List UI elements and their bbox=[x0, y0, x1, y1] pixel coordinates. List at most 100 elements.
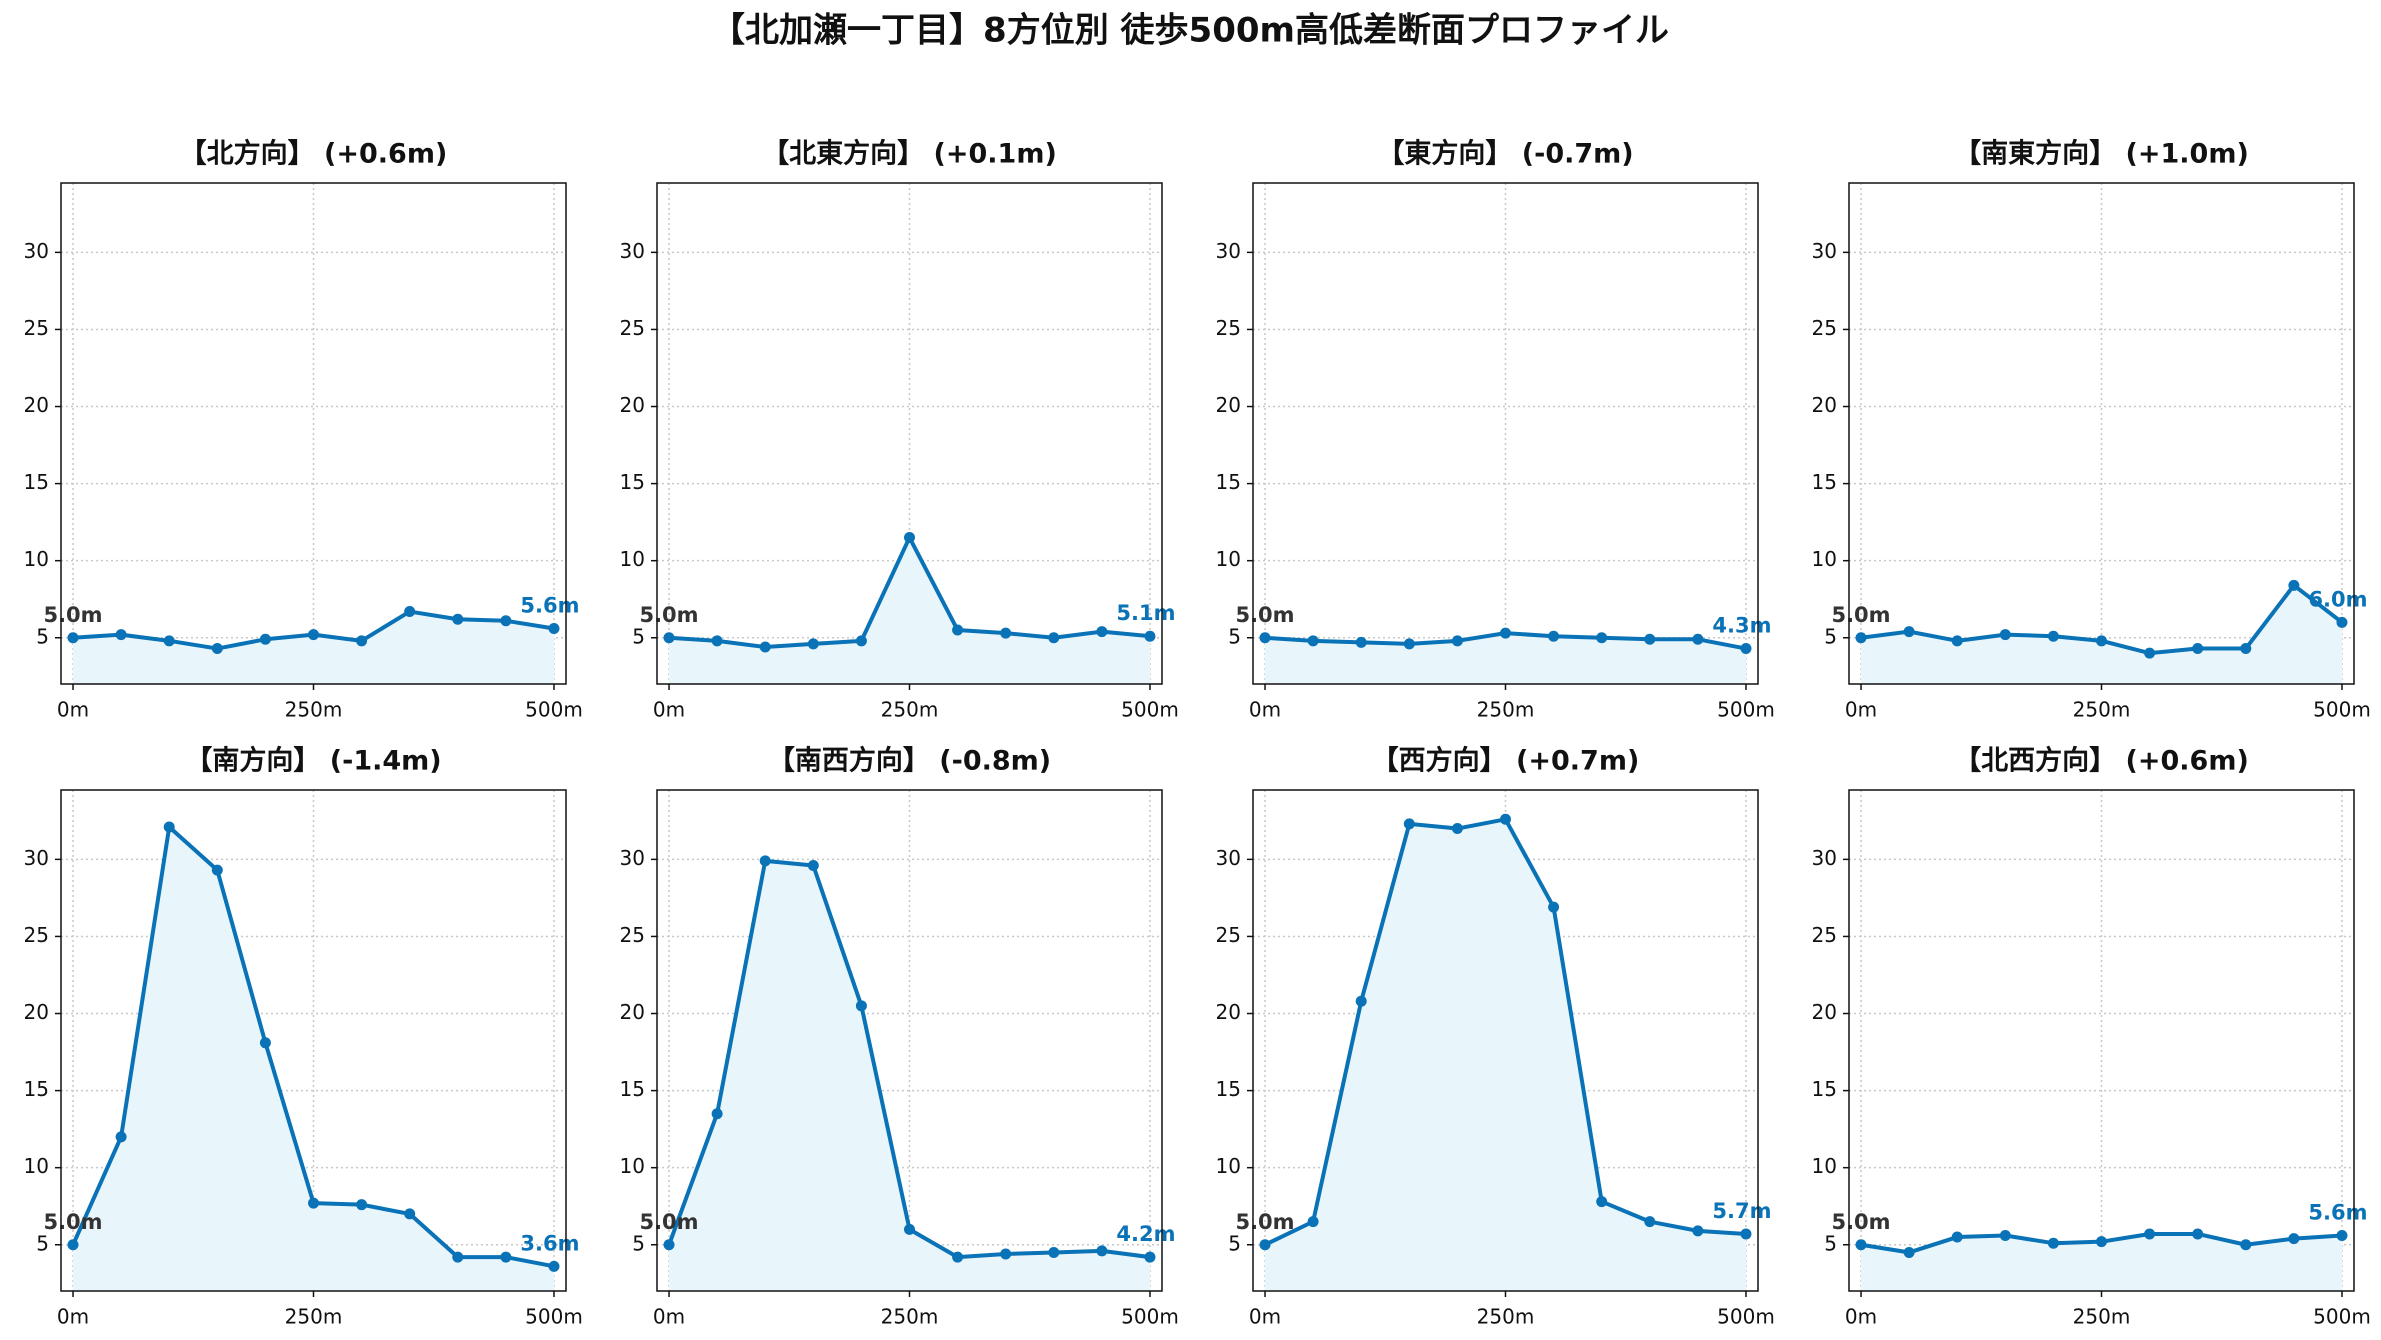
point bbox=[1307, 635, 1319, 647]
point bbox=[2240, 643, 2252, 655]
x-tick-label: 250m bbox=[881, 1305, 939, 1329]
value-label: 4.2m bbox=[1116, 1222, 1175, 1246]
y-tick-label: 5 bbox=[1824, 624, 1837, 648]
x-tick-label: 250m bbox=[1477, 1305, 1535, 1329]
point bbox=[115, 1131, 127, 1143]
x-tick-label: 0m bbox=[1845, 1305, 1877, 1329]
y-tick-label: 25 bbox=[1216, 923, 1241, 947]
point bbox=[163, 821, 175, 833]
y-tick-label: 10 bbox=[24, 1154, 49, 1178]
point bbox=[1644, 633, 1656, 645]
point bbox=[356, 635, 368, 647]
point bbox=[855, 1000, 867, 1012]
axes-frame bbox=[656, 182, 1163, 685]
point bbox=[2096, 1236, 2107, 1248]
y-tick-label: 30 bbox=[1216, 846, 1241, 870]
x-tick-label: 500m bbox=[2313, 698, 2371, 722]
x-tick-label: 500m bbox=[525, 1305, 583, 1329]
point bbox=[2047, 630, 2059, 642]
y-tick-label: 30 bbox=[620, 239, 645, 263]
point bbox=[548, 1260, 560, 1272]
y-tick-label: 15 bbox=[620, 470, 645, 494]
point bbox=[2240, 1239, 2252, 1251]
y-tick-label: 10 bbox=[1812, 547, 1837, 571]
x-tick-label: 500m bbox=[1717, 698, 1775, 722]
point bbox=[1903, 1246, 1915, 1258]
point bbox=[1403, 638, 1415, 650]
point bbox=[67, 1239, 79, 1251]
axes-frame bbox=[1848, 182, 2355, 685]
point bbox=[759, 855, 771, 867]
x-tick-label: 0m bbox=[57, 1305, 89, 1329]
y-tick-label: 20 bbox=[1812, 393, 1837, 417]
x-tick-label: 250m bbox=[881, 698, 939, 722]
subplot-title: 【東方向】 (-0.7m) bbox=[1377, 138, 1633, 170]
point bbox=[1500, 813, 1511, 825]
axes-frame bbox=[1252, 182, 1759, 685]
y-tick-label: 25 bbox=[24, 316, 49, 340]
y-tick-label: 15 bbox=[620, 1077, 645, 1101]
y-tick-label: 25 bbox=[1812, 316, 1837, 340]
point bbox=[1048, 632, 1060, 644]
point bbox=[2192, 1228, 2204, 1240]
y-tick-label: 25 bbox=[620, 923, 645, 947]
x-tick-label: 250m bbox=[285, 698, 343, 722]
point bbox=[1951, 635, 1963, 647]
y-tick-label: 25 bbox=[1216, 316, 1241, 340]
x-tick-label: 0m bbox=[653, 1305, 685, 1329]
x-tick-label: 500m bbox=[1121, 698, 1179, 722]
point bbox=[404, 1208, 416, 1220]
point bbox=[452, 613, 464, 625]
value-label: 5.7m bbox=[1712, 1199, 1771, 1223]
point bbox=[115, 629, 127, 641]
y-tick-label: 20 bbox=[24, 1000, 49, 1024]
point bbox=[1096, 626, 1108, 638]
point bbox=[1692, 1225, 1704, 1237]
y-tick-label: 20 bbox=[1812, 1000, 1837, 1024]
y-tick-label: 5 bbox=[36, 624, 49, 648]
y-tick-label: 30 bbox=[1812, 846, 1837, 870]
subplot-title: 【北方向】 (+0.6m) bbox=[180, 138, 448, 170]
point bbox=[2192, 643, 2204, 655]
y-tick-label: 10 bbox=[620, 1154, 645, 1178]
value-label: 5.6m bbox=[2308, 1201, 2367, 1225]
point bbox=[1999, 1230, 2011, 1242]
x-tick-label: 0m bbox=[653, 698, 685, 722]
point bbox=[1355, 636, 1367, 648]
point bbox=[2144, 1228, 2156, 1240]
point bbox=[2144, 647, 2156, 659]
point bbox=[1596, 632, 1608, 644]
point bbox=[711, 1108, 723, 1120]
point bbox=[1903, 626, 1915, 638]
point bbox=[904, 532, 915, 544]
value-label: 5.0m bbox=[1235, 603, 1294, 627]
point bbox=[2288, 579, 2300, 591]
axes-frame bbox=[1252, 789, 1759, 1292]
point bbox=[1259, 1239, 1271, 1251]
value-label: 5.0m bbox=[43, 603, 102, 627]
y-tick-label: 25 bbox=[1812, 923, 1837, 947]
point bbox=[663, 632, 675, 644]
subplot-title: 【南方向】 (-1.4m) bbox=[185, 745, 441, 777]
y-tick-label: 5 bbox=[1228, 1231, 1241, 1255]
point bbox=[807, 638, 819, 650]
point bbox=[1144, 1251, 1156, 1263]
x-tick-label: 250m bbox=[2073, 698, 2131, 722]
point bbox=[807, 860, 819, 872]
x-tick-label: 500m bbox=[2313, 1305, 2371, 1329]
axes-frame bbox=[60, 182, 567, 685]
point bbox=[259, 633, 271, 645]
x-tick-label: 0m bbox=[1249, 698, 1281, 722]
y-tick-label: 25 bbox=[620, 316, 645, 340]
point bbox=[1855, 632, 1867, 644]
point bbox=[259, 1037, 271, 1049]
x-tick-label: 0m bbox=[1845, 698, 1877, 722]
point bbox=[452, 1251, 464, 1263]
value-label: 5.0m bbox=[639, 1210, 698, 1234]
x-tick-label: 500m bbox=[525, 698, 583, 722]
point bbox=[163, 635, 175, 647]
subplot-title: 【北東方向】 (+0.1m) bbox=[762, 138, 1057, 170]
y-tick-label: 30 bbox=[1812, 239, 1837, 263]
area-fill bbox=[669, 860, 1150, 1291]
